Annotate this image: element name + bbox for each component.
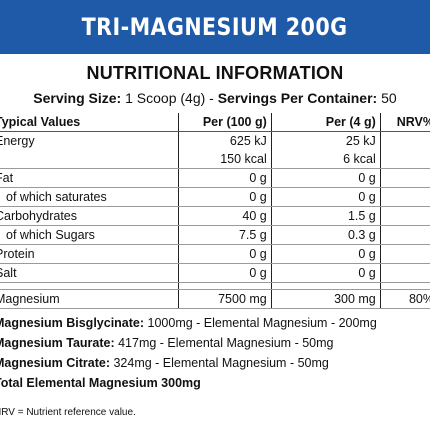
row-per100: 150 kcal	[177, 150, 272, 169]
servings-per-container-value: 50	[377, 90, 397, 106]
row-nrv	[379, 225, 430, 245]
row-nrv	[379, 206, 430, 226]
row-per100: 0 g	[177, 244, 272, 264]
mineral-name: Magnesium Taurate:	[0, 336, 115, 350]
row-name: Salt	[0, 263, 179, 283]
row-per100: 0 g	[177, 263, 272, 283]
table-row: Salt 0 g 0 g	[0, 263, 430, 283]
header-typical-values: Typical Values	[0, 113, 179, 132]
row-per100: 40 g	[177, 206, 272, 226]
table-row: Carbohydrates 40 g 1.5 g	[0, 206, 430, 226]
row-per100: 0 g	[177, 168, 272, 188]
serving-size-label: Serving Size:	[33, 90, 122, 106]
magnesium-sources: Magnesium Bisglycinate: 1000mg - Element…	[0, 313, 377, 393]
row-nrv	[379, 150, 430, 169]
row-per4: 0 g	[270, 244, 381, 264]
list-item: Magnesium Bisglycinate: 1000mg - Element…	[0, 313, 377, 333]
row-per4: 0 g	[270, 187, 381, 207]
row-per4: 0.3 g	[270, 225, 381, 245]
row-nrv	[379, 187, 430, 207]
row-per4: 1.5 g	[270, 206, 381, 226]
serving-size-value: 1 Scoop (4g) -	[121, 90, 218, 106]
product-banner: TRI-MAGNESIUM 200G	[0, 0, 430, 54]
table-row: of which saturates 0 g 0 g	[0, 187, 430, 207]
footnote: NRV = Nutrient reference value.	[0, 407, 136, 418]
row-per4: 6 kcal	[270, 150, 381, 169]
row-name: Energy	[0, 134, 35, 148]
row-per100: 625 kJ	[177, 131, 272, 150]
mineral-detail: 324mg - Elemental Magnesium - 50mg	[110, 356, 329, 370]
table-row: Protein 0 g 0 g	[0, 244, 430, 264]
nutrition-table: Typical Values Per (100 g) Per (4 g) NRV…	[0, 113, 430, 309]
serving-info: Serving Size: 1 Scoop (4g) - Servings Pe…	[0, 90, 430, 106]
row-name: Magnesium	[0, 289, 179, 309]
row-per4: 0 g	[270, 168, 381, 188]
row-per100: 7500 mg	[177, 289, 272, 309]
header-nrv: NRV%	[379, 113, 430, 132]
row-nrv	[379, 168, 430, 188]
servings-per-container-label: Servings Per Container:	[217, 90, 378, 106]
nutrition-heading: NUTRITIONAL INFORMATION	[86, 63, 344, 83]
table-row: Fat 0 g 0 g	[0, 168, 430, 188]
header-per-4g: Per (4 g)	[270, 113, 381, 132]
mineral-name: Magnesium Citrate:	[0, 356, 110, 370]
table-row: Magnesium 7500 mg 300 mg 80%	[0, 289, 430, 309]
row-name: of which Sugars	[0, 225, 179, 245]
table-spacer-row	[0, 282, 430, 290]
row-nrv	[379, 131, 430, 150]
row-per4: 25 kJ	[270, 131, 381, 150]
row-per100: 0 g	[177, 187, 272, 207]
list-item: Magnesium Citrate: 324mg - Elemental Mag…	[0, 353, 377, 373]
row-nrv	[379, 244, 430, 264]
row-nrv: 80%	[379, 289, 430, 309]
row-name: Fat	[0, 168, 179, 188]
total-magnesium: Total Elemental Magnesium 300mg	[0, 376, 201, 390]
list-item: Magnesium Taurate: 417mg - Elemental Mag…	[0, 333, 377, 353]
row-per100: 7.5 g	[177, 225, 272, 245]
row-per4: 300 mg	[270, 289, 381, 309]
row-per4: 0 g	[270, 263, 381, 283]
mineral-detail: 417mg - Elemental Magnesium - 50mg	[114, 336, 334, 350]
row-name: of which saturates	[0, 187, 179, 207]
row-nrv	[379, 263, 430, 283]
table-header-row: Typical Values Per (100 g) Per (4 g) NRV…	[0, 113, 430, 132]
row-name: Protein	[0, 244, 179, 264]
row-name: Carbohydrates	[0, 206, 179, 226]
table-row: Energy 625 kJ 25 kJ	[0, 131, 430, 150]
mineral-detail: 1000mg - Elemental Magnesium - 200mg	[144, 316, 377, 330]
product-title: TRI-MAGNESIUM 200G	[82, 13, 348, 41]
mineral-name: Magnesium Bisglycinate:	[0, 316, 145, 330]
table-row: of which Sugars 7.5 g 0.3 g	[0, 225, 430, 245]
table-row: 150 kcal 6 kcal	[0, 150, 430, 169]
row-name	[0, 150, 179, 169]
header-per-100g: Per (100 g)	[177, 113, 272, 132]
